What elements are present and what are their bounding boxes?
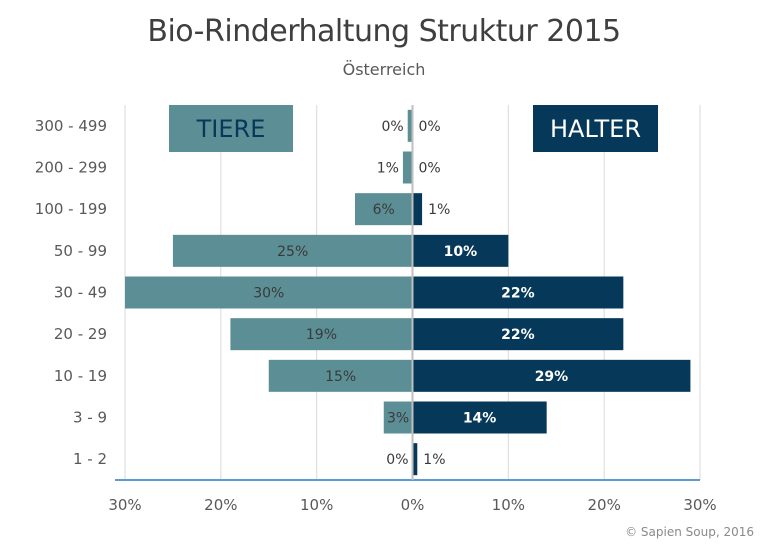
data-label-tiere: 6% (373, 202, 395, 218)
category-label: 200 - 299 (35, 159, 107, 177)
data-label-tiere: 1% (377, 161, 399, 177)
bar-halter (412, 443, 418, 476)
data-label-halter: 1% (428, 202, 450, 218)
bar-tiere (125, 276, 413, 309)
data-label-halter: 0% (419, 161, 441, 177)
bar-halter (412, 318, 624, 351)
legend-tiere: TIERE (169, 105, 293, 152)
data-label-halter: 10% (444, 244, 478, 260)
x-tick-label: 20% (204, 496, 237, 514)
bar-tiere (402, 151, 413, 184)
category-label: 300 - 499 (35, 117, 107, 135)
x-tick-label: 30% (108, 496, 141, 514)
data-label-tiere: 30% (253, 286, 284, 302)
legend-halter: HALTER (533, 105, 658, 152)
bar-tiere (268, 359, 413, 392)
data-label-tiere: 3% (387, 411, 409, 427)
data-label-halter: 0% (419, 119, 441, 135)
bar-halter (412, 401, 547, 434)
data-label-tiere: 19% (306, 327, 337, 343)
category-label: 100 - 199 (35, 200, 107, 218)
copyright-note: © Sapien Soup, 2016 (625, 525, 754, 539)
category-label: 20 - 29 (54, 325, 107, 343)
bar-tiere (230, 318, 413, 351)
category-label: 10 - 19 (54, 367, 107, 385)
bar-halter (412, 193, 423, 226)
category-label: 3 - 9 (73, 409, 107, 427)
category-label: 30 - 49 (54, 284, 107, 302)
x-tick-label: 10% (300, 496, 333, 514)
x-tick-label: 10% (492, 496, 525, 514)
bar-tiere (172, 234, 413, 267)
category-label: 1 - 2 (73, 450, 107, 468)
x-tick-label: 30% (683, 496, 716, 514)
data-label-tiere: 25% (277, 244, 308, 260)
bar-halter (412, 359, 691, 392)
x-tick-label: 0% (401, 496, 425, 514)
bar-halter (412, 276, 624, 309)
chart-title: Bio-Rinderhaltung Struktur 2015 (147, 14, 621, 49)
data-label-halter: 29% (535, 369, 569, 385)
category-label: 50 - 99 (54, 242, 107, 260)
chart-subtitle: Österreich (342, 60, 426, 79)
data-label-tiere: 0% (386, 452, 408, 468)
x-tick-label: 20% (587, 496, 620, 514)
data-label-halter: 1% (423, 452, 445, 468)
bar-tiere (355, 193, 413, 226)
bar-halter (412, 234, 509, 267)
bar-tiere (383, 401, 413, 434)
data-label-halter: 14% (463, 411, 497, 427)
data-label-halter: 22% (501, 286, 535, 302)
data-label-tiere: 0% (381, 119, 403, 135)
data-label-halter: 22% (501, 327, 535, 343)
data-label-tiere: 15% (325, 369, 356, 385)
bar-tiere (407, 109, 413, 142)
